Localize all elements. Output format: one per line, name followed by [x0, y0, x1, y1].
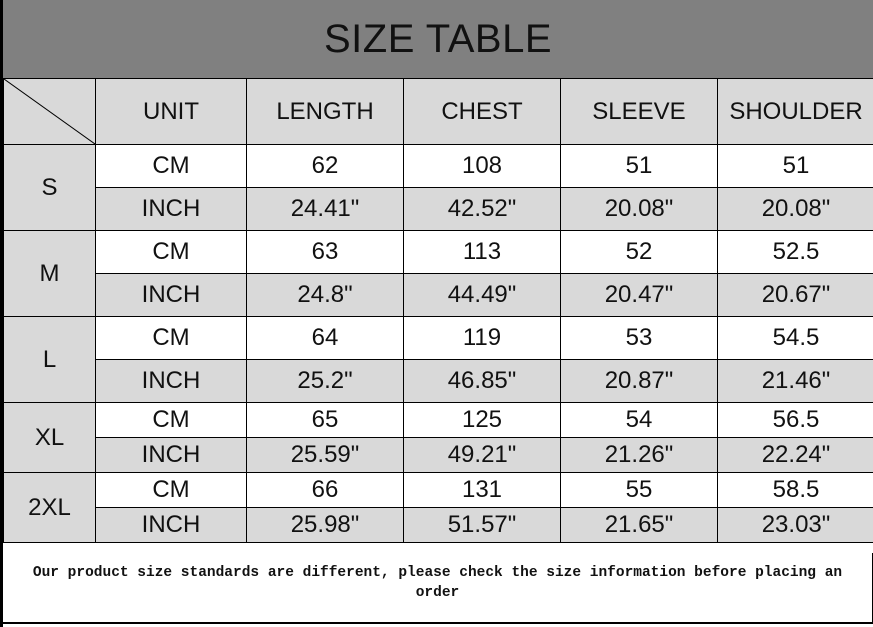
size-label: M — [3, 230, 96, 317]
chart-title: SIZE TABLE — [3, 0, 873, 78]
cell-shoulder: 23.03" — [717, 507, 873, 543]
header-chest: CHEST — [403, 78, 561, 145]
cell-length: 62 — [246, 144, 404, 188]
cell-shoulder: 54.5 — [717, 316, 873, 360]
cell-sleeve: 20.47" — [560, 273, 718, 317]
table-row: INCH 24.41" 42.52" 20.08" 20.08" — [4, 187, 873, 231]
cell-shoulder: 22.24" — [717, 437, 873, 473]
cell-sleeve: 21.65" — [560, 507, 718, 543]
cell-length: 24.41" — [246, 187, 404, 231]
cell-shoulder: 52.5 — [717, 230, 873, 274]
cell-unit: INCH — [95, 273, 247, 317]
cell-unit: INCH — [95, 359, 247, 403]
table-row: M CM 63 113 52 52.5 — [3, 230, 873, 317]
cell-unit: CM — [95, 472, 247, 508]
cell-chest: 131 — [403, 472, 561, 508]
cell-length: 25.98" — [246, 507, 404, 543]
footer-note: Our product size standards are different… — [3, 553, 873, 624]
cell-length: 25.2" — [246, 359, 404, 403]
cell-chest: 49.21" — [403, 437, 561, 473]
cell-chest: 46.85" — [403, 359, 561, 403]
cell-unit: CM — [95, 402, 247, 438]
header-sleeve: SLEEVE — [560, 78, 718, 145]
table-row: 2XL CM 66 131 55 58.5 — [3, 472, 873, 543]
cell-unit: CM — [95, 144, 247, 188]
table-row: INCH 25.98" 51.57" 21.65" 23.03" — [4, 507, 873, 543]
table-row: S CM 62 108 51 51 — [3, 144, 873, 231]
cell-chest: 125 — [403, 402, 561, 438]
cell-sleeve: 21.26" — [560, 437, 718, 473]
cell-unit: INCH — [95, 437, 247, 473]
cell-shoulder: 20.08" — [717, 187, 873, 231]
header-unit: UNIT — [95, 78, 247, 145]
cell-sleeve: 52 — [560, 230, 718, 274]
table-row: INCH 25.59" 49.21" 21.26" 22.24" — [4, 437, 873, 473]
cell-length: 64 — [246, 316, 404, 360]
header-shoulder: SHOULDER — [717, 78, 873, 145]
cell-sleeve: 53 — [560, 316, 718, 360]
cell-unit: INCH — [95, 187, 247, 231]
cell-length: 25.59" — [246, 437, 404, 473]
cell-shoulder: 51 — [717, 144, 873, 188]
size-table: UNIT LENGTH CHEST SLEEVE SHOULDER S CM 62 1… — [3, 78, 873, 543]
cell-sleeve: 55 — [560, 472, 718, 508]
table-row: INCH 24.8" 44.49" 20.47" 20.67" — [4, 273, 873, 317]
cell-chest: 108 — [403, 144, 561, 188]
size-label: L — [3, 316, 96, 403]
cell-chest: 51.57" — [403, 507, 561, 543]
cell-length: 66 — [246, 472, 404, 508]
size-label: S — [3, 144, 96, 231]
header-row: UNIT LENGTH CHEST SLEEVE SHOULDER — [3, 78, 873, 145]
cell-length: 24.8" — [246, 273, 404, 317]
cell-shoulder: 21.46" — [717, 359, 873, 403]
cell-chest: 113 — [403, 230, 561, 274]
cell-chest: 44.49" — [403, 273, 561, 317]
diagonal-line — [4, 79, 95, 144]
cell-unit: CM — [95, 230, 247, 274]
cell-unit: INCH — [95, 507, 247, 543]
cell-shoulder: 58.5 — [717, 472, 873, 508]
cell-shoulder: 20.67" — [717, 273, 873, 317]
header-length: LENGTH — [246, 78, 404, 145]
cell-length: 65 — [246, 402, 404, 438]
table-row: L CM 64 119 53 54.5 — [3, 316, 873, 403]
corner-cell — [3, 78, 96, 145]
cell-chest: 119 — [403, 316, 561, 360]
cell-unit: CM — [95, 316, 247, 360]
table-row: INCH 25.2" 46.85" 20.87" 21.46" — [4, 359, 873, 403]
cell-sleeve: 54 — [560, 402, 718, 438]
cell-shoulder: 56.5 — [717, 402, 873, 438]
cell-length: 63 — [246, 230, 404, 274]
cell-chest: 42.52" — [403, 187, 561, 231]
cell-sleeve: 51 — [560, 144, 718, 188]
size-label: 2XL — [3, 472, 96, 543]
cell-sleeve: 20.87" — [560, 359, 718, 403]
table-row: XL CM 65 125 54 56.5 — [3, 402, 873, 473]
size-label: XL — [3, 402, 96, 473]
cell-sleeve: 20.08" — [560, 187, 718, 231]
